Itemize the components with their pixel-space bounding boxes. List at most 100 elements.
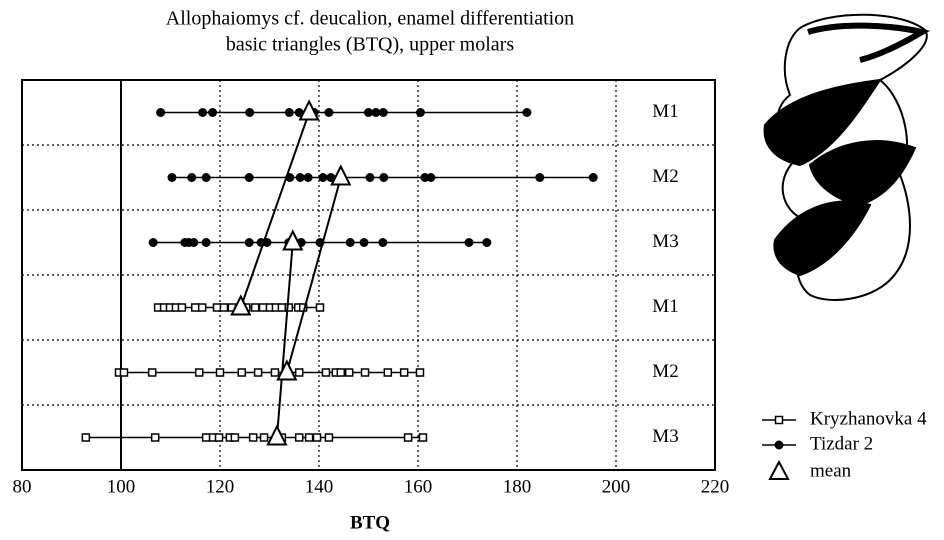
data-point [336,368,346,377]
data-point [219,303,229,312]
data-point [248,433,258,442]
chart-title: Allophaiomys cf. deucalion, enamel diffe… [166,8,574,30]
chart-subtitle: basic triangles (BTQ), upper molars [226,34,514,56]
data-point [378,238,388,247]
data-point [535,173,545,182]
row-label: M1 [652,296,678,317]
data-point [379,173,389,182]
legend-symbol [774,440,784,450]
data-point [383,368,393,377]
data-point [237,368,247,377]
data-point [284,108,294,117]
data-point [147,368,157,377]
row-label: M2 [652,166,678,187]
data-point [364,108,373,117]
data-point [403,433,413,442]
data-point [197,303,207,312]
data-point [189,238,199,247]
x-tick-label: 220 [701,476,730,497]
data-point [244,173,254,182]
data-point [201,238,211,247]
mean-marker [266,424,288,446]
x-tick-label: 80 [13,476,32,497]
mean-marker [330,164,352,186]
data-point [415,368,425,377]
legend-symbol [768,459,790,480]
data-point [253,368,263,377]
data-point [156,108,166,117]
legend-label: Kryzhanovka 4 [810,408,927,429]
data-point [245,108,255,117]
data-point [208,108,218,117]
mean-marker [230,294,252,316]
data-point [295,173,305,182]
x-tick-label: 100 [107,476,136,497]
data-point [150,433,160,442]
data-point [315,303,325,312]
data-point [415,108,425,117]
data-point [426,173,436,182]
data-point [344,368,354,377]
mean-connector [285,177,342,373]
x-tick-label: 120 [206,476,235,497]
data-point [324,433,334,442]
x-tick-label: 180 [503,476,532,497]
data-point [399,368,409,377]
legend-symbol [774,415,784,425]
legend-label: Tizdar 2 [810,433,873,454]
data-point [214,433,224,442]
data-point [294,433,304,442]
data-point [167,173,177,182]
data-point [258,303,268,312]
data-point [259,433,269,442]
data-point [312,433,322,442]
data-point [270,368,280,377]
data-point [187,173,197,182]
data-point [464,238,474,247]
data-point [321,368,331,377]
data-point [119,368,129,377]
data-point [522,108,532,117]
mean-marker [282,229,304,251]
data-point [588,173,598,182]
legend: Kryzhanovka 4 Tizdar 2 mean [810,408,927,481]
x-tick-label: 160 [404,476,433,497]
data-point [365,173,375,182]
data-point [482,238,492,247]
data-point [378,108,388,117]
data-point [198,108,208,117]
data-point [194,368,204,377]
row-label: M3 [652,426,678,447]
data-point [359,238,369,247]
data-point [324,108,334,117]
data-point [345,238,355,247]
data-point [244,238,254,247]
row-label: M2 [652,361,678,382]
legend-label: mean [810,460,852,481]
data-point [201,173,211,182]
tooth-drawing [763,13,931,301]
x-tick-label: 200 [602,476,631,497]
data-point [81,433,91,442]
data-point [177,303,187,312]
mean-connector [239,112,311,308]
data-point [318,173,328,182]
data-point [212,303,222,312]
data-point [250,303,260,312]
mean-marker [298,99,320,121]
data-point [284,303,294,312]
data-point [418,433,428,442]
row-label: M3 [652,231,678,252]
data-point [304,433,314,442]
mean-marker [276,359,298,381]
data-point [148,238,158,247]
data-point [303,173,313,182]
x-tick-label: 140 [305,476,334,497]
data-point [215,368,225,377]
data-point [277,303,287,312]
data-point [371,108,381,117]
x-axis-label: BTQ [350,512,390,533]
data-point [360,368,370,377]
